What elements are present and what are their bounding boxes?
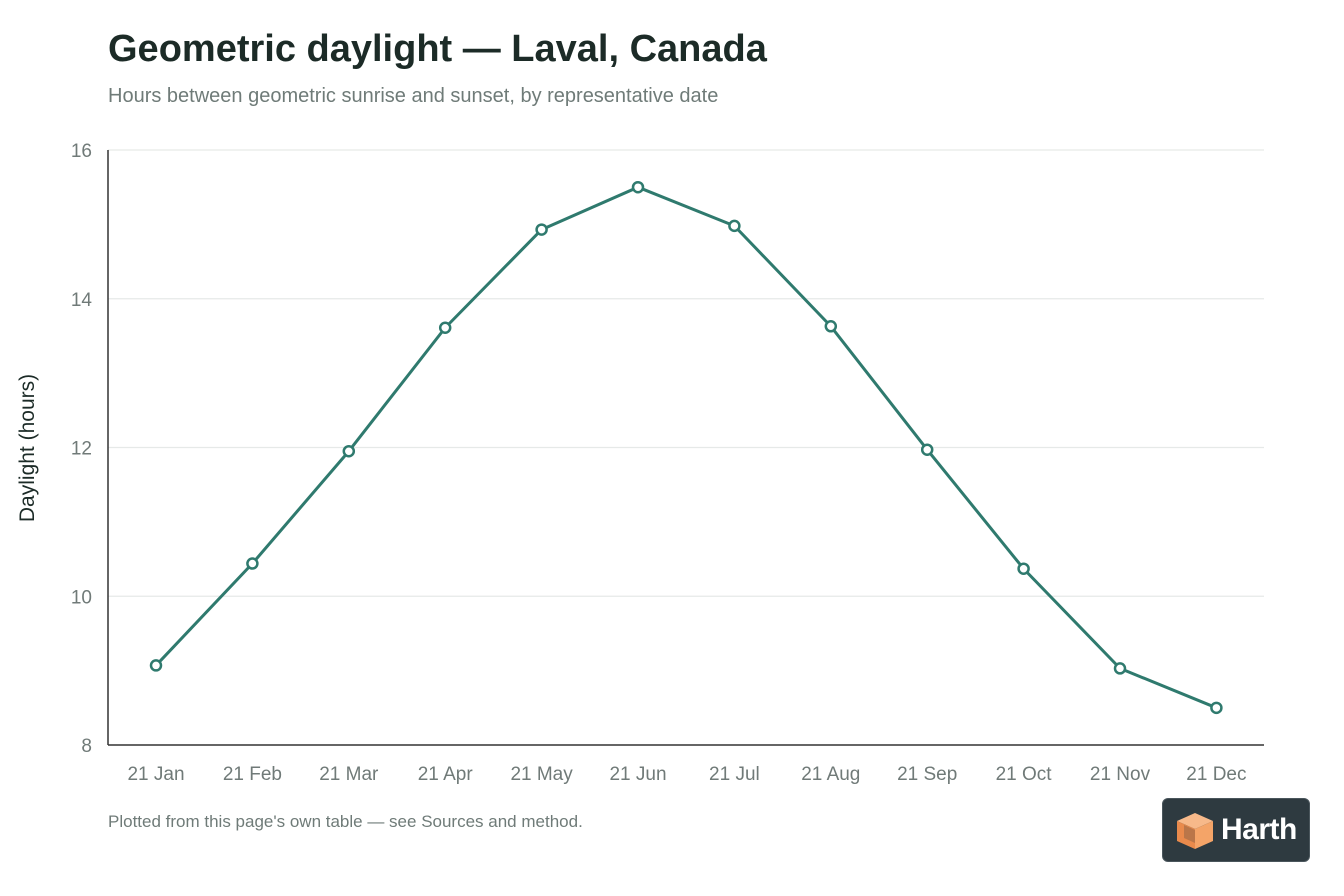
x-tick-label: 21 Aug [801, 764, 860, 785]
logo-text: Harth [1221, 813, 1297, 846]
chart-subtitle: Hours between geometric sunrise and suns… [108, 85, 719, 107]
y-tick-label: 16 [71, 141, 92, 162]
data-point [728, 219, 741, 233]
data-point [246, 557, 259, 570]
chart-title: Geometric daylight — Laval, Canada [108, 28, 767, 70]
y-tick-label: 10 [71, 587, 92, 608]
axis-layer [107, 150, 1264, 746]
series-layer [149, 180, 1223, 715]
y-tick-label: 14 [71, 290, 93, 311]
y-tick-label: 8 [81, 736, 92, 757]
x-tick-labels: 21 Jan 21 Feb 21 Mar 21 Apr 21 May 21 Jun 21 J… [127, 764, 1246, 785]
series-line [154, 185, 1217, 710]
x-tick-label: 21 Apr [418, 764, 474, 785]
x-tick-label: 21 Jul [709, 764, 760, 785]
y-tick-label: 12 [71, 439, 92, 460]
x-tick-label: 21 Jun [609, 764, 666, 785]
y-tick-labels: 8 10 12 14 16 [71, 141, 93, 757]
data-point [631, 180, 645, 194]
footnote: Plotted from this page's own table — see… [108, 812, 583, 831]
grid-layer [108, 149, 1264, 597]
y-axis-label: Daylight (hours) [16, 374, 39, 522]
data-point [1113, 662, 1127, 675]
x-tick-label: 21 Dec [1186, 764, 1246, 785]
x-tick-label: 21 Oct [996, 764, 1053, 785]
data-point [438, 321, 452, 335]
data-point [824, 320, 838, 333]
harth-logo: Harth [1162, 798, 1310, 862]
data-point [342, 444, 356, 458]
cube-logo-icon [1177, 813, 1213, 849]
x-tick-label: 21 Mar [319, 764, 379, 785]
data-point [920, 443, 934, 456]
x-tick-label: 21 Sep [897, 764, 957, 785]
x-tick-label: 21 Feb [223, 764, 282, 785]
data-point [1017, 562, 1030, 575]
data-point [535, 223, 548, 236]
x-tick-label: 21 May [510, 764, 573, 785]
x-tick-label: 21 Nov [1090, 764, 1151, 785]
x-tick-label: 21 Jan [127, 764, 184, 785]
data-point [1210, 701, 1223, 715]
data-point [149, 659, 163, 672]
